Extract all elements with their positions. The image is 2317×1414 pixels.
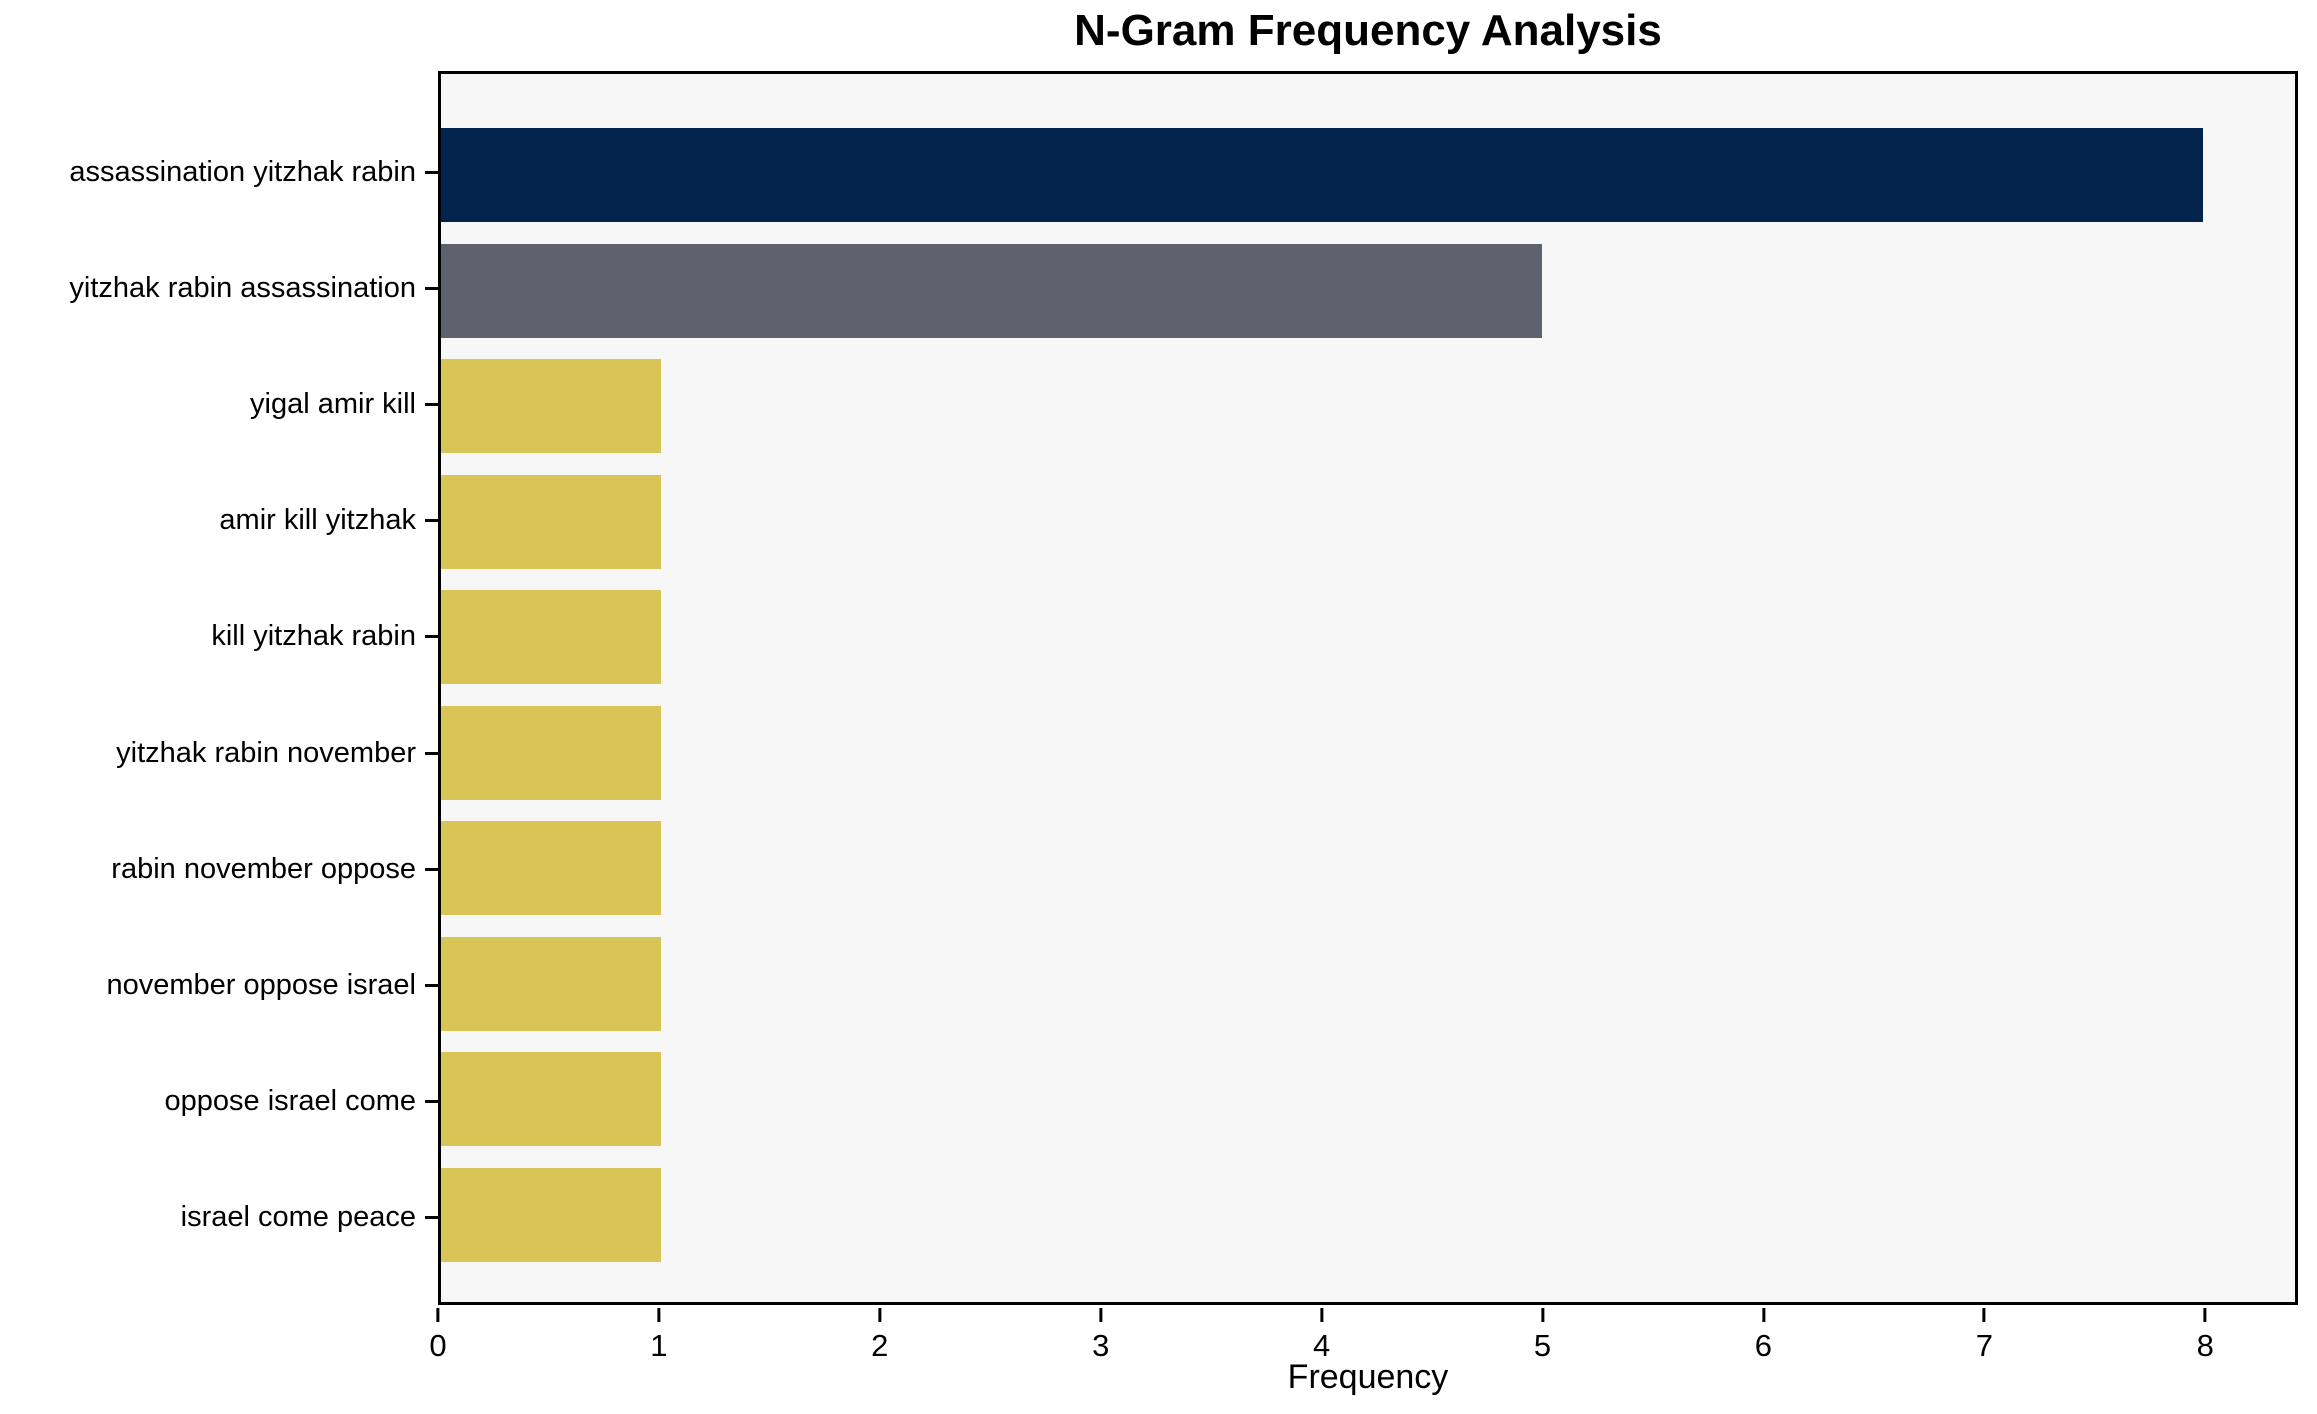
x-tick: 6 (1755, 1308, 1772, 1364)
y-label-row: yigal amir kill (0, 357, 438, 451)
x-tick: 8 (2197, 1308, 2214, 1364)
y-tick-label: assassination yitzhak rabin (69, 155, 416, 188)
x-tick: 0 (429, 1308, 447, 1364)
x-tick-mark (1761, 1308, 1765, 1322)
y-axis: assassination yitzhak rabin yitzhak rabin… (0, 71, 438, 1305)
x-tick-mark (436, 1308, 440, 1322)
x-tick-label: 3 (1092, 1328, 1110, 1363)
x-tick-mark (1320, 1308, 1324, 1322)
x-axis-title: Frequency (1287, 1358, 1449, 1396)
bar (441, 359, 662, 454)
bar (441, 936, 662, 1031)
bar-row (441, 936, 2295, 1031)
bar (441, 128, 2203, 222)
bar-row (441, 359, 2295, 454)
bar-row (441, 243, 2295, 338)
bar (441, 821, 662, 916)
bar (441, 1052, 662, 1147)
x-tick-mark (2203, 1308, 2207, 1322)
x-tick-label: 0 (429, 1328, 447, 1363)
bar-row (441, 821, 2295, 916)
bar (441, 1167, 662, 1262)
x-tick-label: 4 (1312, 1328, 1331, 1363)
x-tick-mark (878, 1308, 882, 1322)
y-tick-label: yitzhak rabin assassination (69, 271, 416, 304)
x-tick: 3 (1092, 1308, 1109, 1364)
y-tick-mark (425, 519, 438, 523)
y-tick-label: amir kill yitzhak (219, 504, 416, 537)
x-tick: 2 (871, 1308, 888, 1364)
x-tick: 4 (1313, 1308, 1330, 1364)
y-tick-label: yigal amir kill (250, 387, 416, 420)
y-tick-mark (425, 867, 438, 871)
y-tick-label: rabin november oppose (111, 852, 416, 885)
y-label-row: amir kill yitzhak (0, 474, 438, 568)
y-label-row: israel come peace (0, 1171, 438, 1265)
bar-row (441, 590, 2295, 685)
bar-row (441, 1052, 2295, 1147)
y-tick-mark (425, 170, 438, 174)
y-tick-label: oppose israel come (164, 1085, 416, 1118)
y-tick-label: kill yitzhak rabin (211, 620, 416, 653)
y-tick-label: yitzhak rabin november (116, 736, 416, 769)
y-tick-mark (425, 1100, 438, 1104)
bar-row (441, 474, 2295, 569)
bar (441, 590, 662, 685)
y-tick-label: israel come peace (180, 1201, 416, 1234)
y-label-row: yitzhak rabin assassination (0, 241, 438, 335)
x-tick-label: 1 (650, 1328, 668, 1363)
x-tick: 7 (1976, 1308, 1993, 1364)
y-tick-mark (425, 286, 438, 290)
y-tick-mark (425, 402, 438, 406)
plot-area (438, 71, 2298, 1305)
bar-row (441, 705, 2295, 800)
bar (441, 243, 1542, 338)
y-tick-mark (425, 984, 438, 988)
bar-row (441, 128, 2295, 222)
y-label-row: rabin november oppose (0, 822, 438, 916)
x-tick-mark (1541, 1308, 1544, 1322)
bar (441, 705, 662, 800)
x-tick: 1 (650, 1308, 668, 1364)
y-label-row: november oppose israel (0, 939, 438, 1033)
bar-row (441, 1167, 2295, 1262)
bar (441, 474, 662, 569)
y-label-row: assassination yitzhak rabin (0, 125, 438, 219)
y-tick-mark (425, 1216, 438, 1220)
x-tick-mark (1982, 1308, 1986, 1322)
y-label-row: oppose israel come (0, 1055, 438, 1149)
bars-container (441, 74, 2295, 1302)
y-tick-mark (425, 751, 438, 755)
x-tick-label: 6 (1754, 1328, 1773, 1363)
x-tick-label: 5 (1533, 1328, 1552, 1363)
x-axis: 0 1 2 3 4 5 6 7 8 (429, 1308, 2298, 1414)
y-tick-label: november oppose israel (106, 969, 416, 1002)
y-label-row: kill yitzhak rabin (0, 590, 438, 684)
x-tick-label: 8 (2196, 1328, 2214, 1363)
x-tick-label: 7 (1975, 1328, 1993, 1363)
chart-title: N-Gram Frequency Analysis (1074, 6, 1662, 55)
x-tick-mark (657, 1308, 661, 1322)
x-tick-mark (1099, 1308, 1103, 1322)
y-label-row: yitzhak rabin november (0, 706, 438, 800)
y-tick-mark (425, 635, 438, 639)
x-tick-label: 2 (871, 1328, 889, 1363)
x-tick: 5 (1534, 1308, 1551, 1364)
